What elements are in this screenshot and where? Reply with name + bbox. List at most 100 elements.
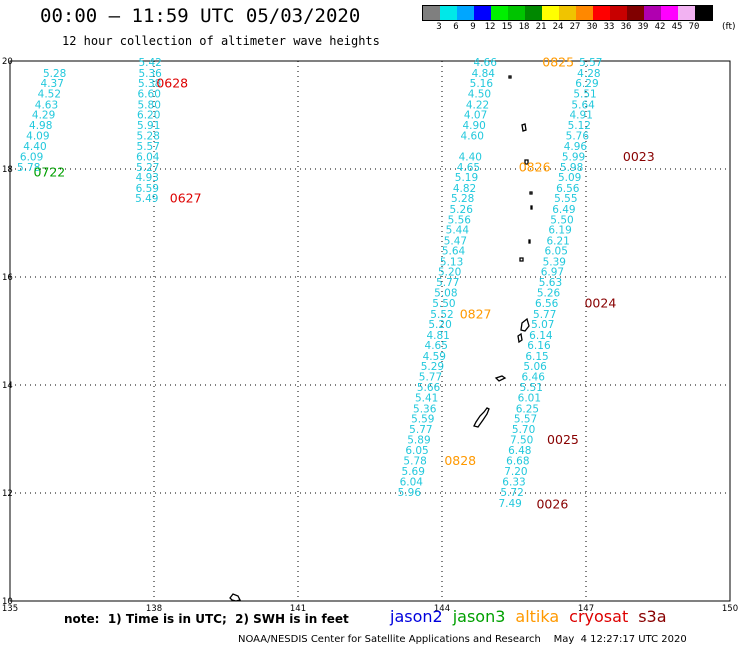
- wave-height-value: 5.77: [409, 424, 432, 436]
- track-0827: 5.204.814.654.595.295.775.665.415.365.59…: [405, 306, 491, 457]
- wave-height-value: 5.38: [138, 78, 161, 90]
- track-0026: 0026: [536, 496, 568, 511]
- wave-height-value: 4.63: [35, 99, 58, 111]
- wave-height-value: 5.70: [512, 424, 535, 436]
- wave-height-value: 5.66: [417, 382, 441, 394]
- wave-height-value: 4.52: [38, 88, 61, 100]
- wave-height-value: 6.14: [529, 330, 553, 342]
- colorbar-tick: 18: [518, 22, 530, 32]
- colorbar-swatch: [576, 6, 593, 20]
- colorbar-tick: 70: [688, 22, 700, 32]
- wave-height-value: 6.25: [516, 403, 539, 415]
- wave-height-value: 5.41: [415, 393, 438, 405]
- wave-height-value: 5.50: [550, 214, 573, 226]
- wave-height-value: 5.77: [436, 277, 459, 289]
- island-tinian: [517, 332, 523, 344]
- wave-height-value: 5.26: [537, 288, 561, 300]
- colorbar-swatch: [627, 6, 644, 20]
- wave-height-value: 6.19: [548, 225, 571, 237]
- wave-height-value: 5.09: [558, 172, 581, 184]
- colorbar-tick-labels: 3 6 9 12 15 18 21 24 27 30 33 36 39 42 45 70: [422, 22, 740, 34]
- wave-height-value: 4.96: [564, 141, 588, 153]
- wave-height-value: 5.20: [438, 267, 461, 279]
- wave-height-value: 5.07: [531, 319, 554, 331]
- colorbar-tick: 12: [484, 22, 496, 32]
- colorbar-swatch: [491, 6, 508, 20]
- y-tick-label: 18: [2, 165, 13, 175]
- colorbar-tick: 24: [552, 22, 564, 32]
- colorbar-swatch: [525, 6, 542, 20]
- y-tick-label: 14: [2, 381, 13, 391]
- wave-height-value: 5.36: [138, 68, 162, 80]
- wave-height-value: 5.06: [523, 361, 547, 373]
- wave-height-value: 6.05: [545, 246, 568, 258]
- colorbar-tick: 45: [671, 22, 683, 32]
- y-tick-label: 16: [2, 273, 13, 283]
- note-text: note: 1) Time is in UTC; 2) SWH is in fe…: [64, 612, 349, 626]
- wave-height-value: 5.63: [539, 277, 562, 289]
- track-0828: 5.785.696.045.96 0828: [398, 453, 477, 499]
- wave-height-value: 5.55: [554, 193, 577, 205]
- wave-height-value: 6.15: [525, 351, 548, 363]
- page-title: 00:00 – 11:59 UTC 05/03/2020: [40, 5, 361, 27]
- wave-height-value: 4.66: [474, 57, 498, 69]
- wave-height-value: 6.60: [138, 88, 161, 100]
- wave-height-value: 6.20: [137, 110, 160, 122]
- islands: [229, 75, 533, 602]
- pass-time-label: 0826: [519, 159, 551, 174]
- wave-height-value: 5.98: [560, 162, 583, 174]
- island-agrihan: [524, 159, 529, 165]
- wave-height-value: 4.22: [466, 99, 489, 111]
- wave-height-value: 4.37: [41, 78, 64, 90]
- wave-height-value: 5.47: [444, 235, 467, 247]
- wave-height-value: 6.01: [518, 393, 541, 405]
- wave-height-value: 5.56: [448, 214, 472, 226]
- wave-height-value: 5.42: [138, 57, 161, 69]
- wave-height-value: 5.72: [500, 487, 523, 499]
- colorbar-tick: 9: [470, 22, 476, 32]
- colorbar-tick: 30: [586, 22, 598, 32]
- colorbar-tick: 42: [654, 22, 666, 32]
- y-tick-label: 20: [2, 57, 13, 67]
- wave-height-value: 5.57: [579, 57, 602, 69]
- wave-height-value: 6.21: [546, 235, 569, 247]
- colorbar-swatch: [457, 6, 474, 20]
- wave-height-value: 4.40: [23, 141, 46, 153]
- x-tick-label: 147: [578, 604, 594, 614]
- wave-height-value: 5.57: [514, 414, 537, 426]
- wave-height-value: 4.98: [29, 120, 52, 132]
- island-saipan: [520, 317, 530, 332]
- wave-height-value: 5.16: [470, 78, 494, 90]
- x-tick-label: 144: [434, 604, 450, 614]
- footer-credit: NOAA/NESDIS Center for Satellite Applica…: [238, 634, 687, 645]
- island-anatahan: [519, 257, 524, 262]
- track-0023: 5.574.286.295.515.644.915.125.764.965.99…: [537, 57, 655, 300]
- wave-height-value: 4.65: [425, 340, 448, 352]
- colorbar-tick: 33: [603, 22, 615, 32]
- track-0627: 6.045.274.936.595.49 0627: [135, 152, 201, 206]
- pass-time-label: 0628: [156, 76, 188, 91]
- wave-height-value: 4.90: [462, 120, 485, 132]
- wave-height-value: 6.04: [400, 477, 424, 489]
- wave-height-value: 5.77: [533, 309, 556, 321]
- wave-height-value: 4.50: [468, 88, 491, 100]
- y-tick-label: 10: [2, 597, 13, 607]
- wave-height-value: 5.44: [446, 225, 470, 237]
- page-subtitle: 12 hour collection of altimeter wave hei…: [62, 34, 380, 48]
- wave-height-value: 4.65: [457, 162, 480, 174]
- wave-height-value: 5.28: [137, 131, 160, 143]
- wave-height-value: 5.91: [137, 120, 160, 132]
- colorbar-swatch: [593, 6, 610, 20]
- wave-height-value: 5.08: [434, 288, 457, 300]
- track-0825: 4.664.845.164.504.224.074.904.60 0825: [461, 55, 575, 143]
- wave-height-value: 4.07: [464, 110, 487, 122]
- wave-height-value: 5.27: [136, 162, 159, 174]
- wave-height-value: 5.99: [562, 152, 585, 164]
- wave-height-value: 4.59: [423, 351, 446, 363]
- wave-height-value: 5.78: [403, 456, 426, 468]
- colorbar-tick: 39: [637, 22, 649, 32]
- wave-height-value: 6.29: [575, 78, 598, 90]
- wave-height-value: 4.82: [453, 183, 476, 195]
